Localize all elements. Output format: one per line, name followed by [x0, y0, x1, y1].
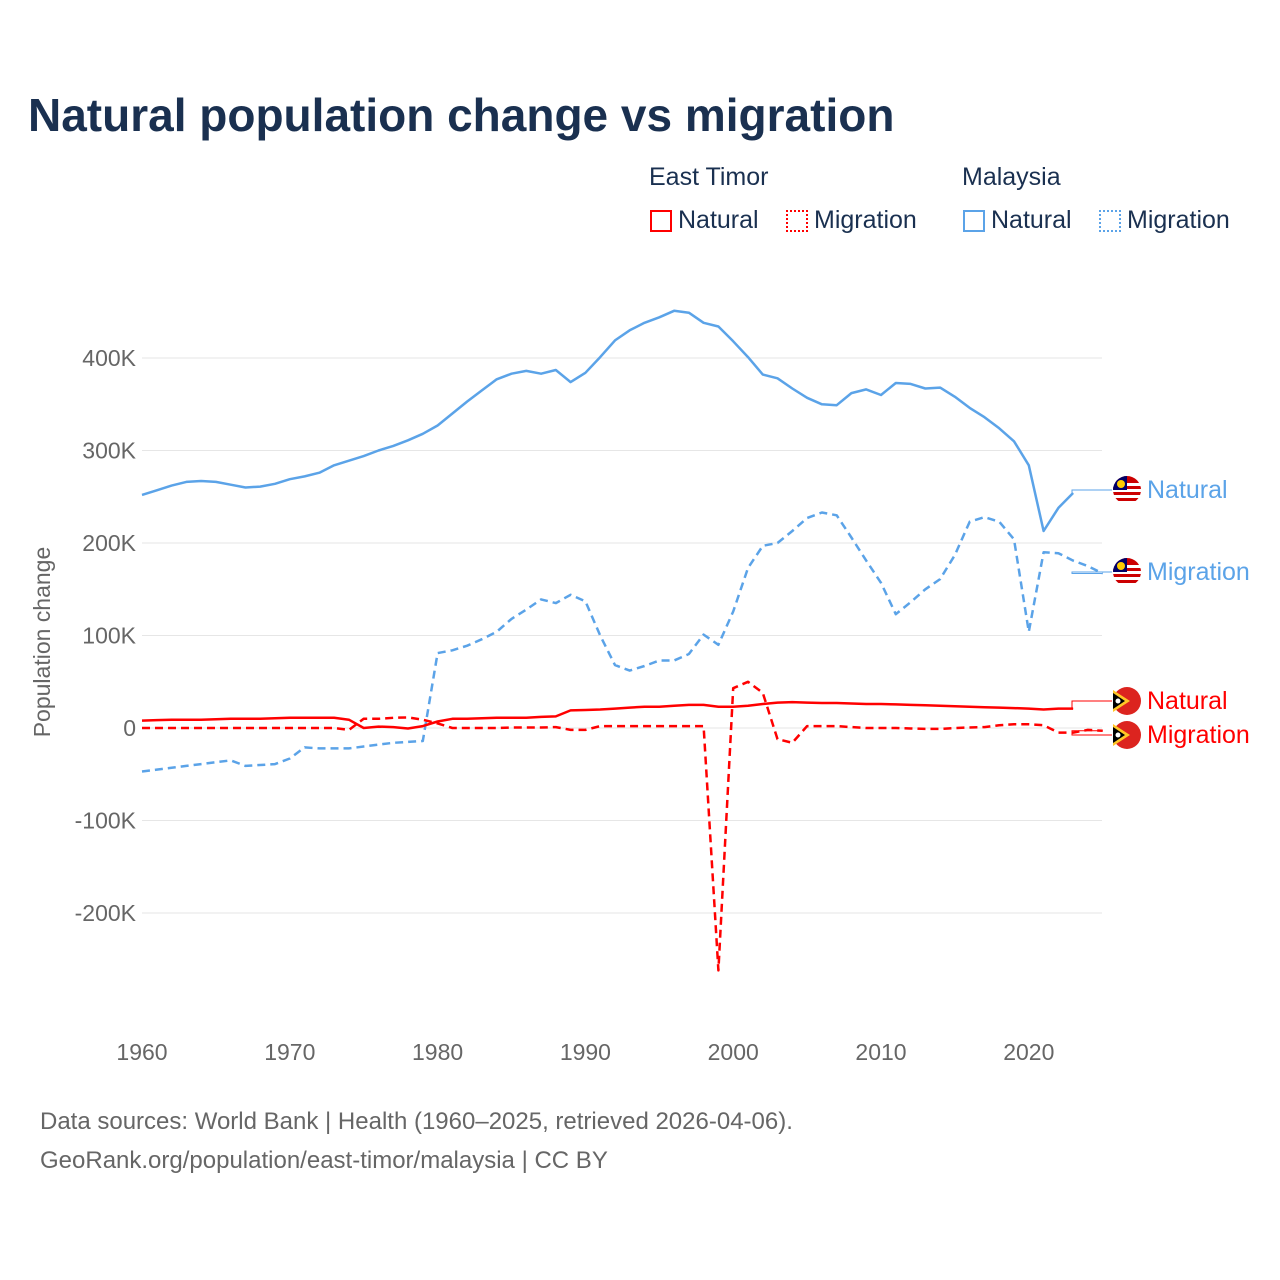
y-axis-label: Population change: [29, 547, 55, 738]
flag-stripe: [1113, 495, 1141, 498]
series-line-east-timor-migration: [142, 680, 1103, 972]
y-tick-label: 300K: [82, 438, 136, 464]
footer-sources: Data sources: World Bank | Health (1960–…: [40, 1108, 793, 1135]
flag-stripe: [1113, 571, 1141, 574]
y-tick-label: -200K: [75, 900, 137, 926]
y-tick-label: 0: [123, 715, 136, 741]
label-connector: [1071, 489, 1112, 494]
legend-my-natural[interactable]: Natural: [963, 206, 1072, 235]
flag-crescent: [1117, 562, 1125, 570]
flag-stripe: [1113, 577, 1141, 580]
label-connector: [1071, 730, 1112, 736]
y-tick-label: 200K: [82, 530, 136, 556]
end-label: Natural: [1147, 476, 1228, 504]
legend-swatch-dotted: [1099, 209, 1121, 232]
series-line-malaysia-natural: [141, 309, 1074, 533]
flag-stripe: [1113, 501, 1141, 504]
legend-et-natural[interactable]: Natural: [650, 206, 759, 235]
flag-crescent: [1117, 480, 1125, 488]
end-label: Migration: [1147, 721, 1250, 749]
legend-swatch-solid: [650, 209, 672, 232]
flag-stripe: [1113, 489, 1141, 492]
legend-label: Natural: [678, 206, 759, 234]
x-tick-label: 1980: [412, 1039, 463, 1065]
legend-label: Migration: [814, 206, 917, 234]
flag-star: [1115, 732, 1121, 738]
legend-my-migration[interactable]: Migration: [1099, 206, 1230, 235]
x-tick-label: 1960: [116, 1039, 167, 1065]
x-tick-label: 2000: [708, 1039, 759, 1065]
footer-link[interactable]: GeoRank.org/population/east-timor/malays…: [40, 1147, 608, 1174]
series-line-malaysia-migration: [141, 511, 1104, 773]
y-tick-label: -100K: [75, 808, 137, 834]
x-tick-label: 1990: [560, 1039, 611, 1065]
chart-title: Natural population change vs migration: [28, 89, 895, 141]
label-connector: [1071, 700, 1112, 710]
legend-group-malaysia: Malaysia: [962, 163, 1061, 191]
x-tick-label: 2010: [855, 1039, 906, 1065]
end-label: Natural: [1147, 687, 1228, 715]
y-tick-label: 400K: [82, 345, 136, 371]
flag-star: [1115, 698, 1121, 704]
legend-label: Natural: [991, 206, 1072, 234]
y-tick-label: 100K: [82, 623, 136, 649]
legend-group-east-timor: East Timor: [649, 163, 769, 191]
legend-label: Migration: [1127, 206, 1230, 234]
x-tick-label: 2020: [1003, 1039, 1054, 1065]
x-tick-label: 1970: [264, 1039, 315, 1065]
label-connector: [1071, 571, 1112, 575]
legend-swatch-dotted: [786, 209, 808, 232]
legend-et-migration[interactable]: Migration: [786, 206, 917, 235]
legend-swatch-solid: [963, 209, 985, 232]
flag-stripe: [1113, 583, 1141, 586]
end-label: Migration: [1147, 558, 1250, 586]
series-line-east-timor-natural: [141, 700, 1074, 730]
